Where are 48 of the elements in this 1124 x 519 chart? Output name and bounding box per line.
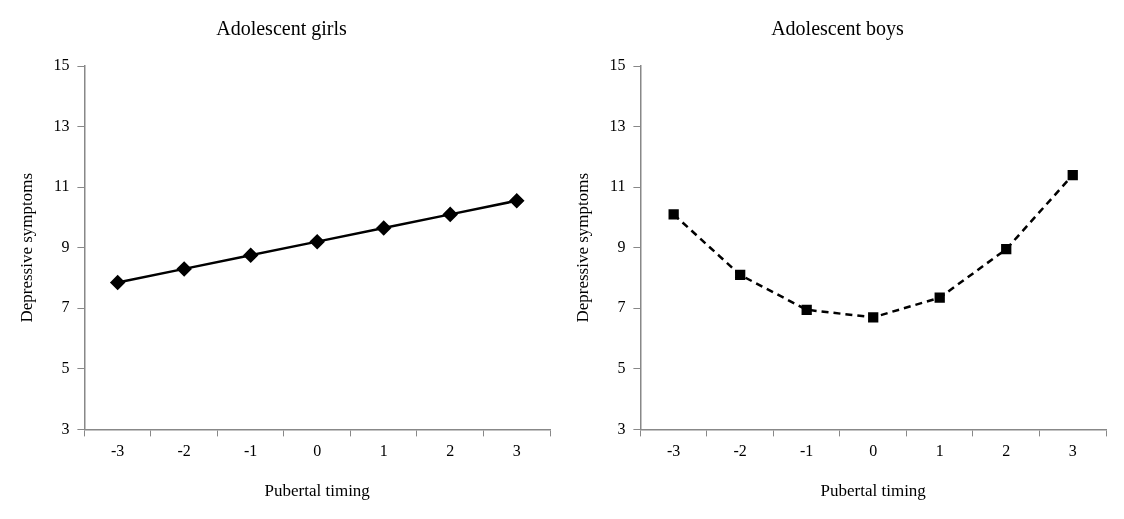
y-tick-label: 11 [53,177,70,195]
y-tick-label: 13 [53,116,70,134]
point [668,209,679,220]
y-axis-title: Depressive symptoms [16,172,36,323]
point [1067,169,1078,181]
x-tick-label: 2 [1002,442,1011,460]
x-tick-label: 2 [446,442,455,460]
point [509,193,524,209]
point [309,234,325,249]
x-tick-label: 3 [512,442,521,460]
x-tick-label: 1 [379,442,388,460]
y-tick-label: 5 [61,359,70,377]
y-tick-label: 11 [609,177,626,195]
point [442,207,458,222]
point [376,220,391,236]
y-tick-label: 7 [61,298,70,316]
y-tick-label: 3 [617,419,626,437]
chart-title: Adolescent boys [771,17,905,41]
y-tick-label: 5 [617,359,626,377]
y-tick-label: 9 [61,237,70,255]
y-tick-label: 3 [61,419,70,437]
point [868,312,879,323]
x-tick-label: 0 [313,442,322,460]
x-tick-label: 1 [935,442,944,460]
x-tick-label: -3 [666,442,681,460]
x-tick-label: 3 [1068,442,1077,460]
x-tick-label: -2 [177,442,191,460]
y-tick-label: 7 [617,298,626,316]
y-tick-label: 15 [53,56,70,74]
x-axis-title: Pubertal timing [264,481,371,501]
point [801,304,812,315]
y-axis-title: Depressive symptoms [572,172,592,323]
point [243,248,258,263]
y-tick-label: 9 [617,237,626,255]
x-tick-label: 0 [869,442,878,460]
y-tick-label: 15 [609,56,626,74]
point [110,275,125,290]
point [735,269,746,281]
y-tick-label: 13 [609,116,626,134]
chart-title: Adolescent girls [216,17,347,41]
point [176,261,192,277]
point [1001,244,1012,255]
x-tick-label: -2 [733,442,747,460]
point [934,292,945,303]
x-tick-label: -1 [244,442,258,460]
x-axis-title: Pubertal timing [820,481,927,501]
x-tick-label: -3 [110,442,125,460]
x-tick-label: -1 [800,442,814,460]
